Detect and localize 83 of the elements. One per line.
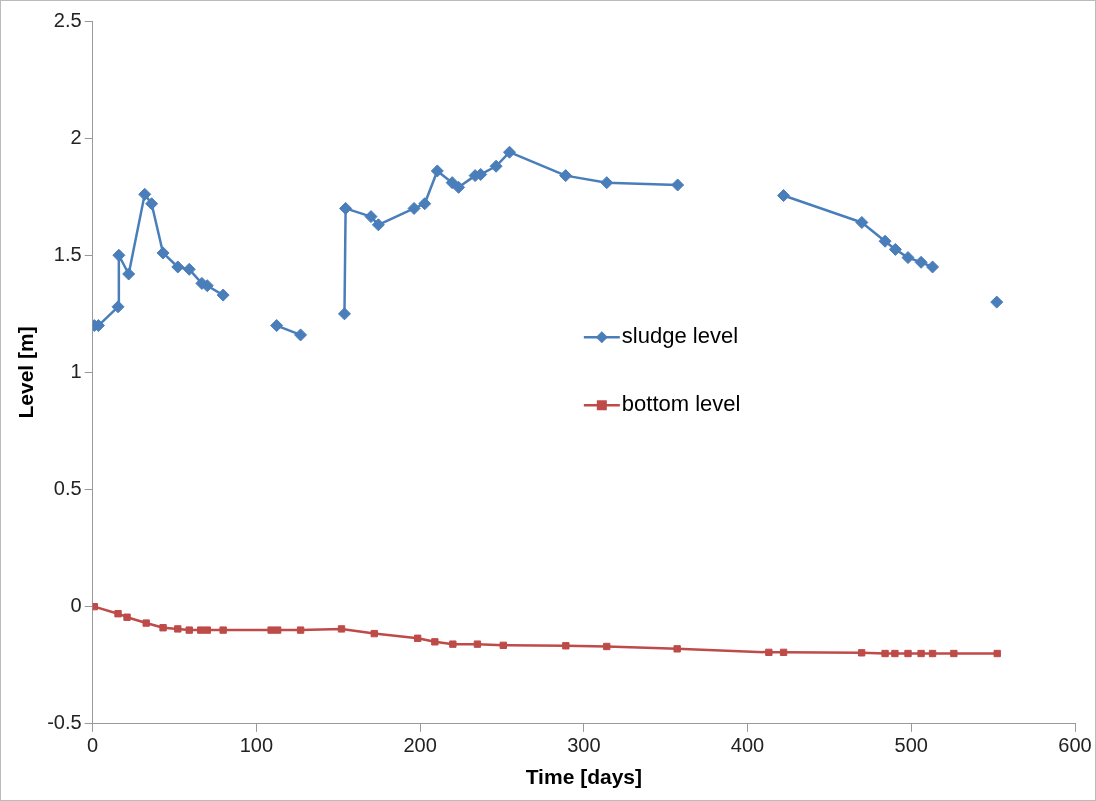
point <box>267 626 275 634</box>
x-tick-label: 600 <box>1058 734 1092 757</box>
point <box>904 649 912 658</box>
point <box>901 251 915 265</box>
point <box>364 210 378 224</box>
point <box>123 613 131 621</box>
point <box>111 300 125 314</box>
point <box>294 328 308 342</box>
point <box>926 260 940 274</box>
point <box>990 295 1004 309</box>
point <box>878 234 892 248</box>
point <box>203 626 211 634</box>
point <box>418 197 432 211</box>
point <box>777 189 791 203</box>
y-tick-label: 1.5 <box>53 242 82 265</box>
y-tick-label: 2.5 <box>53 8 82 31</box>
point <box>296 626 305 634</box>
point <box>855 215 869 229</box>
point <box>431 638 439 646</box>
y-tick-label: -0.5 <box>47 711 82 734</box>
x-tick-label: 200 <box>403 734 437 757</box>
point <box>881 649 889 658</box>
point <box>216 288 230 302</box>
y-axis-title: Level [m] <box>14 326 38 419</box>
point <box>503 145 516 159</box>
y-tick-label: 0 <box>70 594 82 617</box>
point <box>371 218 385 232</box>
point <box>600 176 614 190</box>
y-tick-label: 0.5 <box>53 477 82 500</box>
point <box>673 645 681 653</box>
y-tick-label: 2 <box>70 125 82 148</box>
point <box>473 640 482 648</box>
point <box>197 626 205 634</box>
point <box>857 649 866 657</box>
point <box>185 626 193 634</box>
x-tick-label: 0 <box>87 734 99 757</box>
point <box>142 619 150 627</box>
point <box>174 625 182 633</box>
point <box>950 649 958 658</box>
point <box>92 319 105 333</box>
legend-label: sludge level <box>621 323 739 349</box>
point <box>914 255 928 269</box>
point <box>499 641 507 649</box>
point <box>603 642 611 651</box>
point <box>138 187 152 201</box>
point <box>430 164 444 178</box>
point <box>765 648 773 657</box>
point <box>182 262 196 276</box>
point <box>370 629 378 638</box>
x-tick-label: 100 <box>239 734 274 757</box>
point <box>273 626 282 634</box>
point <box>917 649 925 658</box>
legend-label: bottom level <box>621 391 741 417</box>
point <box>452 180 466 194</box>
point <box>562 642 570 650</box>
point <box>145 197 159 211</box>
point <box>779 648 788 657</box>
point <box>671 178 685 192</box>
point <box>891 649 899 658</box>
point <box>171 260 185 274</box>
point <box>337 625 346 633</box>
point <box>559 169 573 183</box>
point <box>449 640 457 648</box>
point <box>888 242 902 256</box>
point <box>928 649 937 658</box>
point <box>114 610 122 618</box>
x-axis-title: Time [days] <box>525 765 642 789</box>
point <box>156 246 170 260</box>
point <box>489 159 503 173</box>
x-tick-label: 400 <box>730 734 765 757</box>
point <box>219 626 227 634</box>
point <box>407 201 421 215</box>
point <box>337 307 351 321</box>
point <box>112 248 126 262</box>
point <box>413 634 422 642</box>
point <box>993 649 1001 658</box>
point <box>122 267 136 281</box>
point <box>159 624 167 632</box>
point <box>339 201 353 215</box>
x-tick-label: 500 <box>894 734 928 757</box>
point <box>270 319 284 333</box>
y-tick-label: 1 <box>70 359 82 382</box>
x-tick-label: 300 <box>567 734 601 757</box>
